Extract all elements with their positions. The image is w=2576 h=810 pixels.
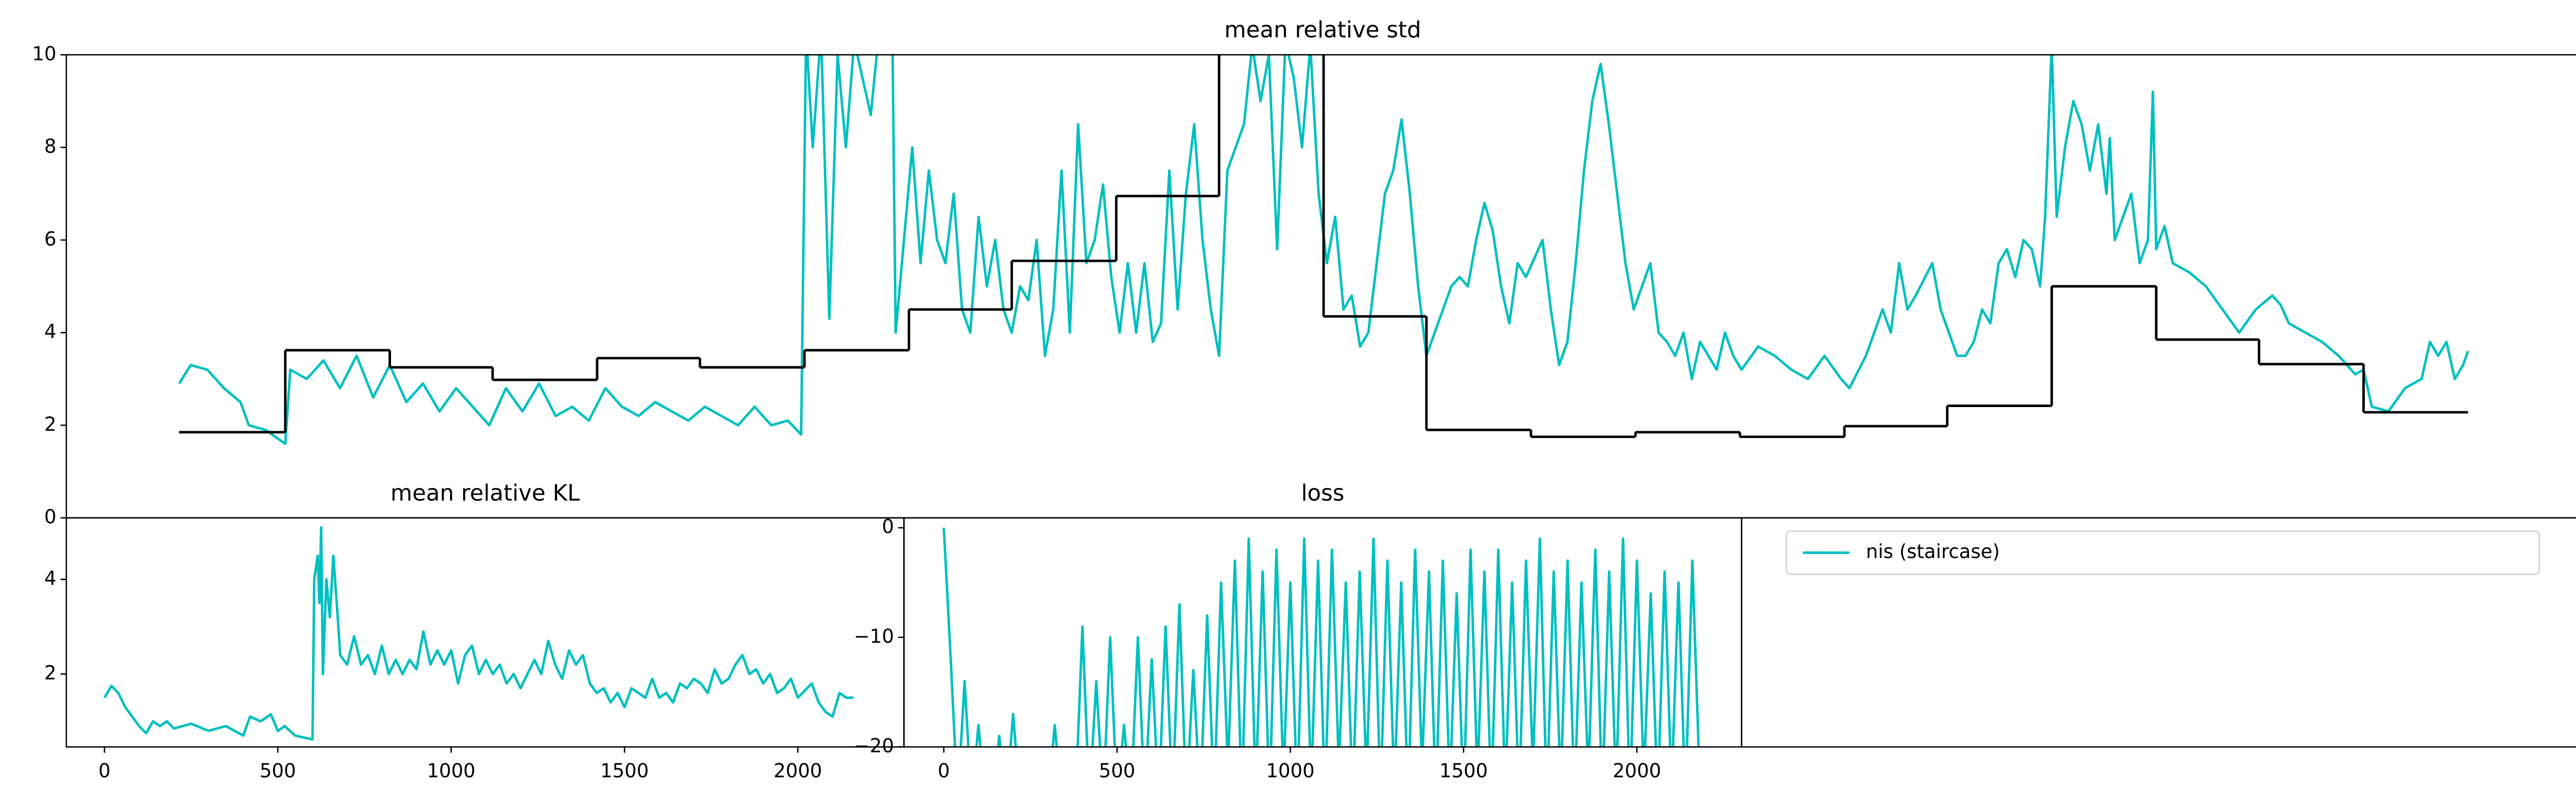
axes-title: mean relative KL <box>391 480 580 506</box>
x-tick-label: 2000 <box>1613 760 1661 782</box>
data-line <box>178 55 2469 445</box>
x-tick-label: 0 <box>938 760 950 782</box>
axes-title: loss <box>1301 480 1344 506</box>
x-tick-label: 500 <box>1099 760 1136 782</box>
y-tick-label: −20 <box>854 735 894 757</box>
plot-area <box>942 528 1700 747</box>
y-tick-label: 2 <box>44 662 57 684</box>
axes-frame <box>1741 517 2576 748</box>
x-tick-label: 1000 <box>427 760 476 782</box>
x-tick-label: 1500 <box>1439 760 1488 782</box>
y-tick-label: 10 <box>32 43 56 65</box>
axes-title: mean relative std <box>1224 18 1421 43</box>
y-tick-label: 4 <box>44 320 57 343</box>
y-tick-label: 8 <box>44 136 57 158</box>
y-tick-label: 0 <box>44 506 57 528</box>
x-tick-label: 1500 <box>600 760 649 782</box>
x-tick-label: 0 <box>98 760 111 782</box>
y-tick-label: 2 <box>44 413 57 435</box>
legend-box <box>1785 530 2540 575</box>
data-line <box>942 528 1700 747</box>
data-line <box>103 526 854 741</box>
plot-area <box>178 55 2469 445</box>
x-tick-label: 500 <box>260 760 296 782</box>
y-tick-label: −10 <box>854 625 894 647</box>
x-tick-label: 1000 <box>1266 760 1314 782</box>
y-tick-label: 4 <box>44 567 57 589</box>
legend-label: nis (staircase) <box>1866 541 2000 563</box>
y-tick-label: 6 <box>44 228 57 250</box>
x-tick-label: 2000 <box>774 760 822 782</box>
y-tick-label: 0 <box>882 516 894 538</box>
plot-area <box>103 526 854 741</box>
